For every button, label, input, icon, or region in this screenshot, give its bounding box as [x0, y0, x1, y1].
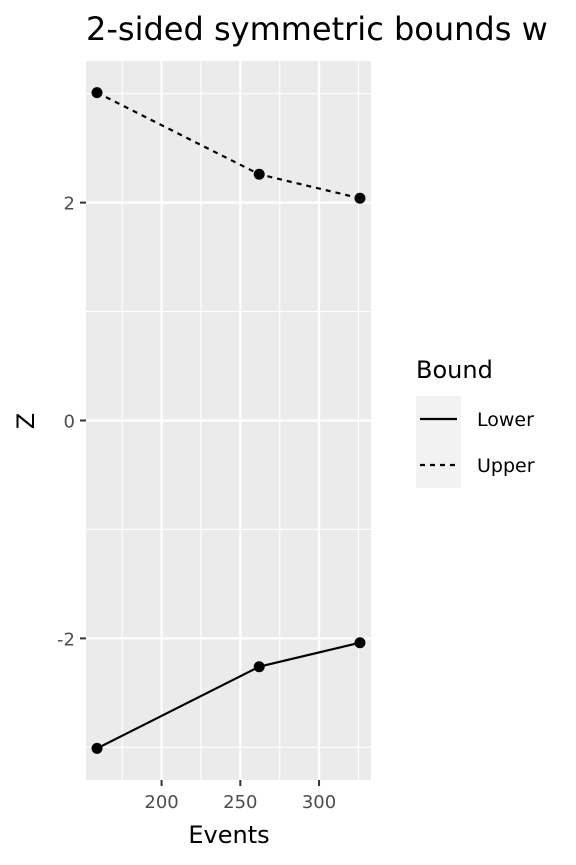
- legend-title: Bound: [416, 356, 493, 384]
- major-gridlines: [86, 61, 371, 780]
- x-tick-label: 300: [302, 792, 336, 813]
- x-tick-label: 200: [144, 792, 178, 813]
- data-point: [354, 637, 366, 649]
- data-point: [91, 742, 103, 754]
- y-tick-label: 2: [64, 194, 75, 215]
- y-tick-label: 0: [64, 412, 75, 433]
- x-axis-title: Events: [188, 821, 269, 849]
- axis-ticks: [80, 201, 321, 786]
- data-point: [354, 192, 366, 204]
- data-point: [253, 168, 265, 180]
- legend-label: Upper: [477, 455, 535, 477]
- series-lower: [91, 637, 366, 754]
- legend: Bound Lower Upper: [416, 356, 535, 488]
- data-point: [91, 87, 103, 99]
- tick-labels: 200 250 300 -2 0 2: [57, 194, 336, 813]
- legend-item-lower: Lower: [416, 396, 534, 442]
- y-axis-title: Z: [12, 413, 40, 429]
- y-tick-label: -2: [57, 629, 75, 650]
- data-point: [253, 661, 265, 673]
- legend-label: Lower: [477, 409, 534, 431]
- x-tick-label: 250: [223, 792, 257, 813]
- series-layer: [91, 87, 366, 754]
- legend-item-upper: Upper: [416, 442, 535, 488]
- legend-items: Lower Upper: [416, 396, 535, 488]
- series-upper: [91, 87, 366, 204]
- chart-title: 2-sided symmetric bounds w: [86, 10, 548, 48]
